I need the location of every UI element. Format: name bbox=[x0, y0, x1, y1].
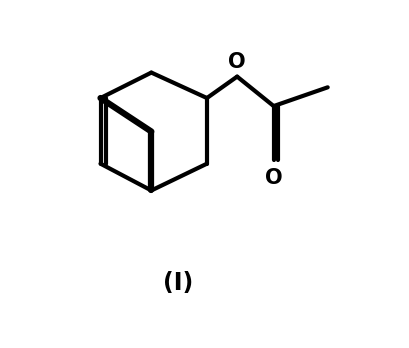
Text: (I): (I) bbox=[163, 271, 193, 295]
Text: O: O bbox=[228, 52, 245, 72]
Text: O: O bbox=[264, 168, 282, 188]
